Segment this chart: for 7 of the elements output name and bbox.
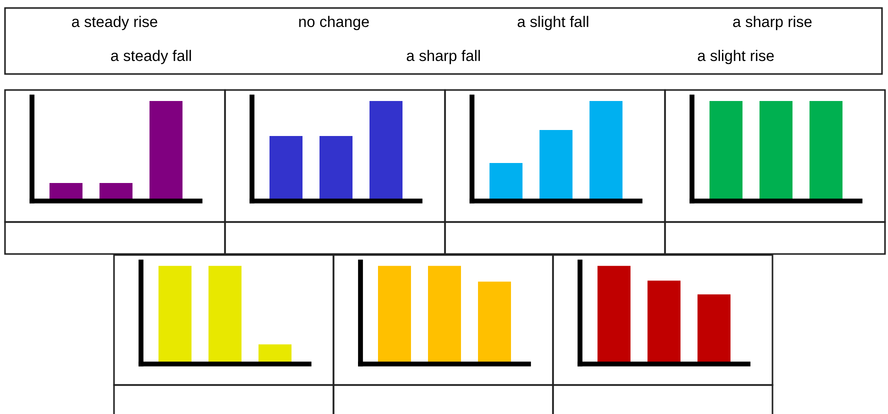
text: no change <box>299 16 369 30</box>
text: a sharp rise <box>733 16 812 30</box>
text: a steady fall <box>111 50 191 64</box>
text: a slight rise <box>698 50 774 64</box>
text: a sharp fall <box>406 50 480 64</box>
text: a slight fall <box>518 16 588 30</box>
text: a steady rise <box>72 16 158 30</box>
